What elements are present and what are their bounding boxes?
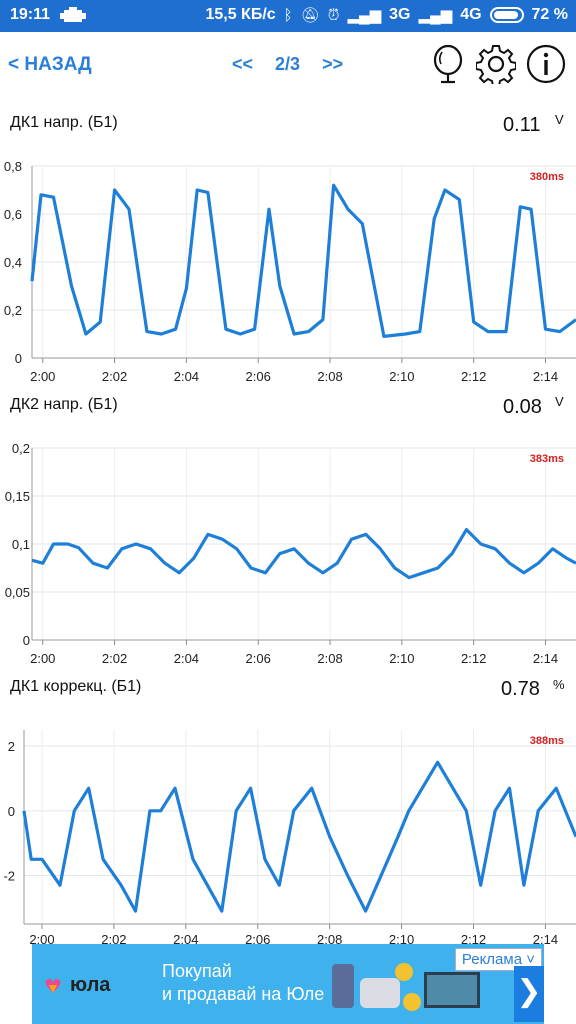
status-speed: 15,5 КБ/с	[205, 6, 276, 23]
chart-lambda1-correction[interactable]: -2 0 2 2:00 2:02 2:04 2:06 2:08 2:10 2:12 2:14 388m…	[0, 668, 576, 944]
y-tick-label: 0,4	[4, 255, 22, 270]
y-tick-label: 0,6	[4, 207, 22, 222]
x-tick-label: 2:00	[30, 651, 55, 666]
x-tick-label: 2:02	[102, 369, 127, 384]
y-tick-label: 0,05	[5, 585, 30, 600]
panel-value: 0.78	[501, 678, 540, 700]
ad-next-button[interactable]: ❯	[514, 966, 544, 1022]
battery-icon	[489, 7, 524, 23]
x-tick-label: 2:10	[389, 369, 414, 384]
status-time: 19:11	[10, 6, 51, 23]
y-tick-label: 0,1	[12, 537, 30, 552]
series-line	[31, 528, 576, 580]
back-button[interactable]: < НАЗАД	[8, 54, 92, 75]
panel-title: ДК2 напр. (Б1)	[10, 396, 118, 413]
y-tick-label: 0	[15, 351, 22, 366]
y-tick-label: 0	[23, 633, 30, 648]
panel-lambda1-voltage: ДК1 напр. (Б1) 0.11 V 0 0,2 0,4 0,6 0,8 2:00 2…	[0, 98, 576, 388]
bluetooth-icon: ᛒ	[283, 6, 293, 24]
interval-label: 388ms	[530, 735, 564, 747]
ad-label[interactable]: Реклама ˅	[454, 948, 542, 971]
x-tick-label: 2:02	[101, 932, 126, 944]
x-tick-label: 2:12	[461, 932, 486, 944]
interval-label: 383ms	[530, 453, 564, 465]
info-icon[interactable]	[526, 44, 566, 84]
status-battery: 72 %	[531, 6, 568, 23]
x-tick-label: 2:14	[533, 932, 558, 944]
panel-unit: V	[555, 394, 564, 409]
check-engine-icon	[60, 7, 86, 22]
y-tick-label: 2	[8, 739, 15, 754]
signal-icon-2: ▂▄▆	[418, 7, 453, 24]
panel-unit: V	[555, 112, 564, 127]
pager: << 2/3 >>	[232, 54, 343, 75]
toolbar: < НАЗАД << 2/3 >>	[0, 32, 576, 98]
panel-title: ДК1 коррекц. (Б1)	[10, 678, 142, 695]
ad-line1: Покупай	[162, 961, 232, 981]
panel-title: ДК1 напр. (Б1)	[10, 114, 118, 131]
x-tick-label: 2:08	[317, 369, 342, 384]
x-tick-label: 2:10	[389, 651, 414, 666]
panel-unit: %	[553, 677, 565, 692]
x-tick-label: 2:14	[533, 651, 558, 666]
status-net1: 3G	[389, 6, 411, 23]
yula-logo-icon	[45, 979, 61, 993]
y-tick-label: 0	[8, 804, 15, 819]
ad-line2: и продавай на Юле	[162, 984, 325, 1004]
x-tick-label: 2:10	[389, 932, 414, 944]
x-tick-label: 2:00	[30, 369, 55, 384]
status-bar: 19:11 15,5 КБ/с ᛒ 🔕︎ ⏰︎ ▂▄▆ 3G ▂▄▆ 4G 72…	[0, 0, 576, 32]
x-tick-label: 2:08	[317, 651, 342, 666]
signal-icon: ▂▄▆	[347, 7, 382, 24]
x-tick-label: 2:00	[29, 932, 54, 944]
next-page-button[interactable]: >>	[322, 54, 344, 74]
gear-icon[interactable]	[476, 44, 516, 84]
x-tick-label: 2:04	[174, 651, 199, 666]
prev-page-button[interactable]: <<	[232, 54, 254, 74]
chart-lambda1-voltage[interactable]: 0 0,2 0,4 0,6 0,8 2:00 2:02 2:04 2:06 2:08 2:10 2:1…	[0, 98, 576, 388]
y-tick-label: 0,2	[12, 441, 30, 456]
x-tick-label: 2:12	[461, 369, 486, 384]
panel-lambda1-correction: ДК1 коррекц. (Б1) 0.78 % -2 0 2 2:00 2:02 2:0…	[0, 668, 576, 944]
x-tick-label: 2:06	[246, 369, 271, 384]
page-indicator: 2/3	[275, 54, 301, 74]
y-tick-label: 0,8	[4, 159, 22, 174]
x-tick-label: 2:14	[533, 369, 558, 384]
panel-value: 0.11	[503, 114, 541, 136]
ad-brand: юла	[70, 974, 111, 996]
alarm-icon: ⏰︎	[327, 6, 340, 24]
status-net2: 4G	[460, 6, 482, 23]
mirror-icon[interactable]	[428, 44, 468, 84]
y-tick-label: 0,2	[4, 303, 22, 318]
ad-text: Покупай и продавай на Юле	[162, 960, 324, 1006]
x-tick-label: 2:04	[173, 932, 198, 944]
y-tick-label: 0,15	[5, 489, 30, 504]
x-tick-label: 2:06	[245, 932, 270, 944]
ad-banner[interactable]: юла Покупай и продавай на Юле Реклама ˅ …	[32, 944, 544, 1024]
x-tick-label: 2:08	[317, 932, 342, 944]
chart-lambda2-voltage[interactable]: 0 0,05 0,1 0,15 0,2 2:00 2:02 2:04 2:06 2:08 2:10 2…	[0, 388, 576, 668]
x-tick-label: 2:04	[174, 369, 199, 384]
interval-label: 380ms	[530, 171, 564, 183]
x-tick-label: 2:02	[102, 651, 127, 666]
mute-icon: 🔕︎	[300, 7, 320, 24]
ad-goods-image	[332, 963, 480, 1011]
series-line	[30, 183, 576, 338]
series-line	[22, 760, 576, 913]
y-tick-label: -2	[3, 869, 15, 884]
x-tick-label: 2:12	[461, 651, 486, 666]
x-tick-label: 2:06	[246, 651, 271, 666]
panel-value: 0.08	[503, 396, 542, 418]
panel-lambda2-voltage: ДК2 напр. (Б1) 0.08 V 0 0,05 0,1 0,15 0,2 2:0…	[0, 388, 576, 668]
